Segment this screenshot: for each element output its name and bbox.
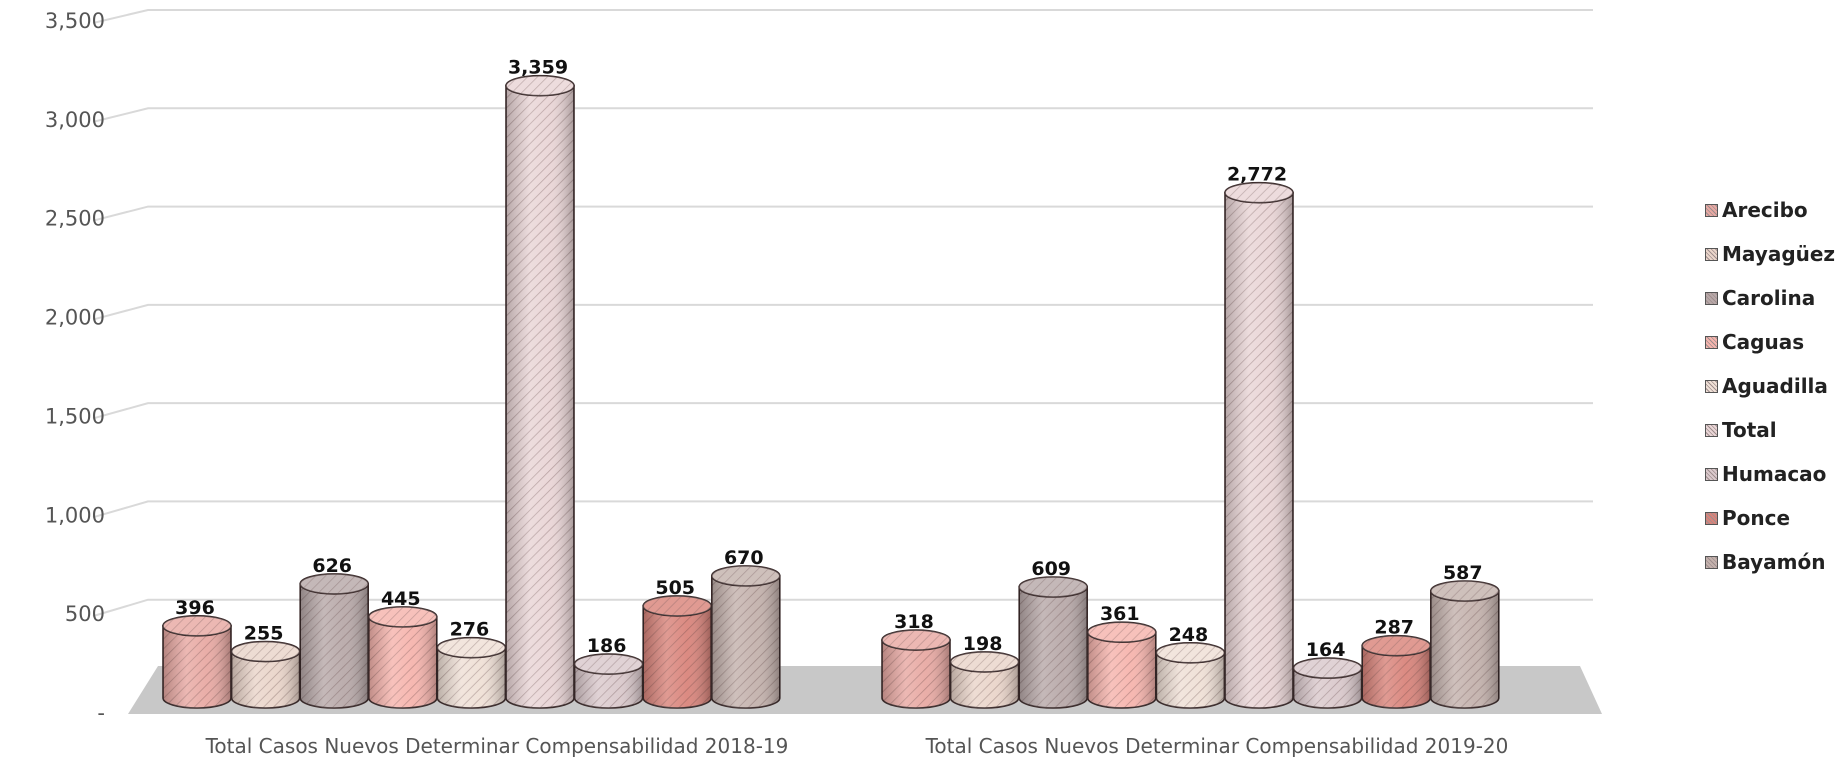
legend-label: Mayagüez [1722, 242, 1836, 266]
bar-mayaguez-2 [949, 651, 1020, 709]
gridline [92, 500, 1593, 519]
bar-humacao-1 [573, 653, 644, 709]
data-labels: 396 255 626 445 276 3,359 186 505 670 318 198 609 36… [175, 57, 1482, 661]
legend-item-aguadilla: Aguadilla [1705, 364, 1844, 408]
data-label-bayamon-2: 587 [1443, 562, 1483, 584]
bar-aguadilla-2 [1155, 641, 1226, 709]
legend-item-total: Total [1705, 408, 1844, 452]
y-tick-label: - [97, 701, 105, 725]
data-label-aguadilla-2: 248 [1169, 624, 1209, 646]
legend-swatch [1705, 247, 1718, 261]
data-label-caguas-2: 361 [1100, 603, 1140, 625]
gridline [92, 598, 1593, 618]
legend-swatch [1705, 291, 1718, 305]
y-tick-label: 3,000 [45, 108, 105, 132]
gridline [92, 402, 1593, 420]
data-label-humacao-1: 186 [587, 635, 627, 657]
data-label-humacao-2: 164 [1306, 639, 1346, 661]
legend-item-mayaguez: Mayagüez [1705, 232, 1844, 276]
bar-aguadilla-1 [436, 636, 507, 709]
y-tick-label: 2,000 [45, 306, 105, 330]
bars [162, 74, 1500, 709]
legend-swatch [1705, 379, 1718, 393]
data-label-total-2: 2,772 [1227, 164, 1287, 186]
bar-total-1 [505, 74, 575, 709]
legend-swatch [1705, 203, 1718, 217]
gridlines [92, 9, 1593, 618]
data-label-carolina-2: 609 [1031, 558, 1071, 580]
legend-item-bayamon: Bayamón [1705, 540, 1844, 584]
data-label-mayaguez-1: 255 [244, 623, 284, 645]
legend-item-humacao: Humacao [1705, 452, 1844, 496]
x-axis-categories: Total Casos Nuevos Determinar Compensabi… [205, 734, 1509, 757]
y-axis-ticks: - 500 1,000 1,500 2,000 2,500 3,000 3,500 [45, 9, 105, 725]
y-tick-label: 2,500 [45, 207, 105, 231]
legend-item-carolina: Carolina [1705, 276, 1844, 320]
legend: Arecibo Mayagüez Carolina Caguas Aguadilla To… [1705, 188, 1844, 584]
legend-swatch [1705, 511, 1718, 525]
gridline [92, 303, 1593, 321]
bar-humacao-2 [1292, 657, 1363, 709]
data-label-arecibo-1: 396 [175, 597, 215, 619]
legend-label: Humacao [1722, 462, 1827, 486]
bar-arecibo-2 [881, 629, 951, 709]
gridline [92, 9, 1593, 24]
legend-label: Caguas [1722, 330, 1805, 354]
x-category-label: Total Casos Nuevos Determinar Compensabi… [205, 734, 789, 757]
legend-item-caguas: Caguas [1705, 320, 1844, 364]
bar-mayaguez-1 [230, 640, 301, 709]
legend-swatch [1705, 335, 1718, 349]
bar-arecibo-1 [162, 615, 232, 709]
legend-label: Total [1722, 418, 1777, 442]
bar-bayamon-2 [1430, 580, 1500, 709]
data-label-ponce-1: 505 [655, 577, 695, 599]
data-label-bayamon-1: 670 [724, 547, 764, 569]
legend-label: Aguadilla [1722, 374, 1828, 398]
data-label-total-1: 3,359 [508, 57, 568, 79]
y-tick-label: 1,000 [45, 503, 105, 527]
data-label-mayaguez-2: 198 [963, 633, 1003, 655]
legend-item-ponce: Ponce [1705, 496, 1844, 540]
bar-caguas-1 [367, 606, 438, 709]
bar-ponce-1 [642, 595, 713, 709]
bar-carolina-1 [299, 573, 370, 709]
bar-total-2 [1224, 181, 1294, 709]
y-tick-label: 3,500 [45, 9, 105, 33]
data-label-caguas-1: 445 [381, 588, 421, 610]
legend-label: Ponce [1722, 506, 1791, 530]
legend-swatch [1705, 423, 1718, 437]
bar-carolina-2 [1018, 576, 1088, 709]
y-tick-label: 500 [65, 602, 105, 626]
gridline [92, 107, 1593, 123]
bar-caguas-2 [1087, 621, 1157, 709]
legend-item-arecibo: Arecibo [1705, 188, 1844, 232]
legend-swatch [1705, 555, 1718, 569]
bar-ponce-2 [1361, 634, 1431, 709]
gridline [92, 205, 1593, 222]
legend-swatch [1705, 467, 1718, 481]
data-label-aguadilla-1: 276 [450, 619, 490, 641]
bar-bayamon-1 [710, 565, 781, 709]
legend-label: Bayamón [1722, 550, 1826, 574]
data-label-ponce-2: 287 [1374, 617, 1414, 639]
legend-label: Arecibo [1722, 198, 1808, 222]
y-tick-label: 1,500 [45, 404, 105, 428]
data-label-arecibo-2: 318 [894, 611, 934, 633]
data-label-carolina-1: 626 [312, 555, 352, 577]
x-category-label: Total Casos Nuevos Determinar Compensabi… [925, 734, 1509, 757]
legend-label: Carolina [1722, 286, 1816, 310]
